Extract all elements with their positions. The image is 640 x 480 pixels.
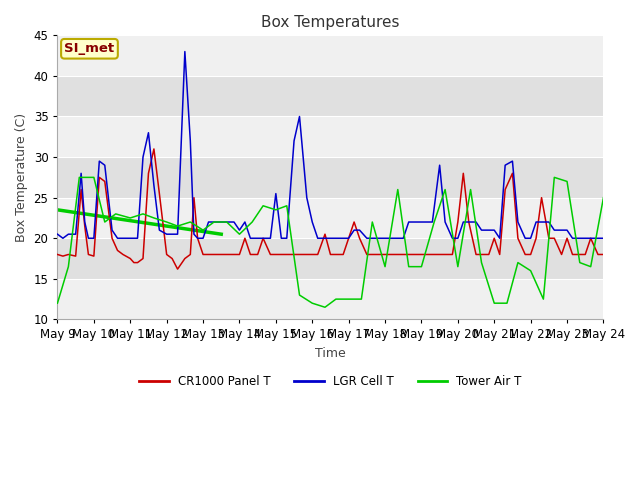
Bar	[58, 279, 604, 319]
Bar	[58, 76, 604, 117]
Bar	[58, 198, 604, 238]
Bar	[58, 157, 604, 198]
Text: SI_met: SI_met	[65, 42, 115, 55]
Bar	[58, 117, 604, 157]
Legend: CR1000 Panel T, LGR Cell T, Tower Air T: CR1000 Panel T, LGR Cell T, Tower Air T	[134, 371, 527, 393]
X-axis label: Time: Time	[315, 347, 346, 360]
Title: Box Temperatures: Box Temperatures	[261, 15, 400, 30]
Bar	[58, 36, 604, 76]
Bar	[58, 238, 604, 279]
Y-axis label: Box Temperature (C): Box Temperature (C)	[15, 113, 28, 242]
